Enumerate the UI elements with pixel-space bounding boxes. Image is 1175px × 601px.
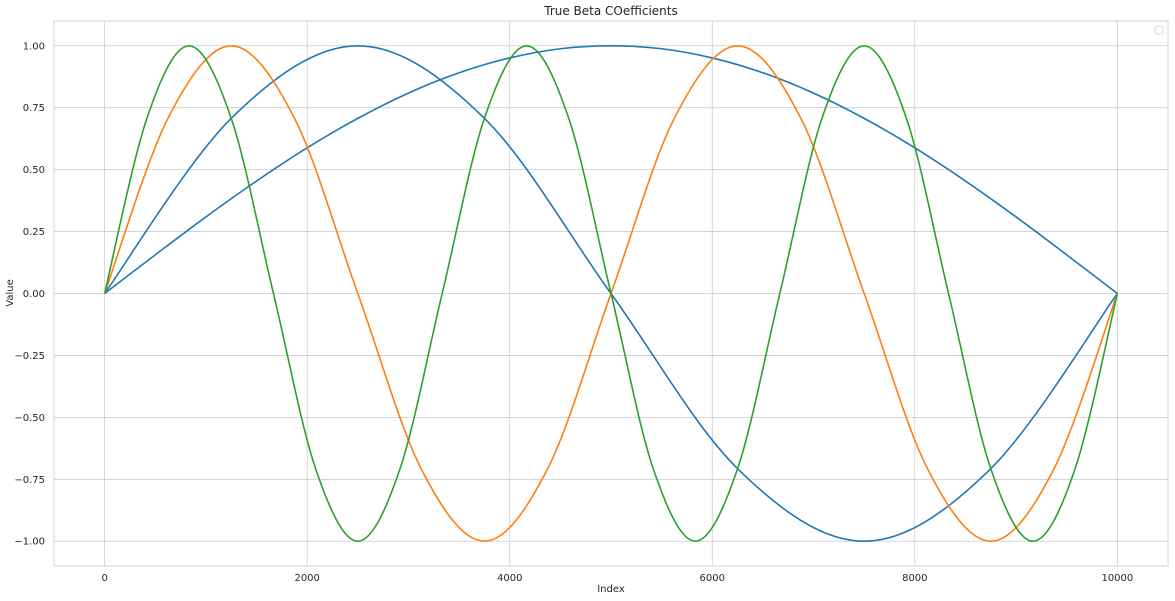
x-axis-ticks: 0 2000 4000 6000 8000 10000	[101, 573, 1133, 584]
y-axis-title: Value	[5, 279, 16, 306]
y-tick-label: −0.50	[14, 413, 45, 424]
series-line-1	[104, 44, 1118, 295]
x-tick-label: 8000	[902, 573, 927, 584]
y-axis-ticks: 1.00 0.75 0.50 0.25 0.00 −0.25 −0.50 −0.75 −1.00	[14, 41, 45, 547]
x-tick-label: 0	[101, 573, 107, 584]
series-line-4	[103, 44, 1119, 543]
y-tick-label: −0.75	[14, 475, 45, 486]
y-tick-label: −1.00	[14, 537, 45, 548]
plot-area	[53, 20, 1169, 567]
x-tick-label: 6000	[700, 573, 725, 584]
x-axis-title: Index	[597, 584, 625, 595]
y-tick-label: 0.00	[23, 289, 45, 300]
y-tick-label: 0.50	[23, 165, 45, 176]
grid	[54, 21, 1168, 566]
x-tick-label: 4000	[497, 573, 522, 584]
y-tick-label: 0.25	[23, 227, 45, 238]
x-tick-label: 2000	[294, 573, 319, 584]
y-tick-label: −0.25	[14, 351, 45, 362]
y-tick-label: 1.00	[23, 41, 45, 52]
y-tick-label: 0.75	[23, 103, 45, 114]
legend-box[interactable]	[1154, 25, 1164, 35]
chart-title: True Beta COefficients	[543, 4, 677, 18]
series-group	[103, 44, 1119, 543]
x-tick-label: 10000	[1101, 573, 1133, 584]
